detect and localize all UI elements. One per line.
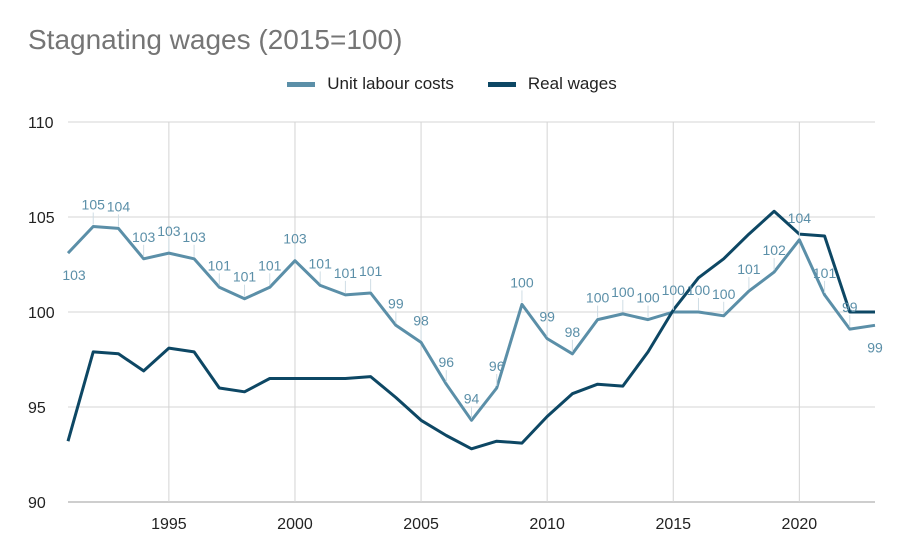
data-label: 99	[388, 295, 404, 311]
data-label: 103	[157, 223, 181, 239]
data-label: 103	[182, 229, 206, 245]
data-label: 96	[438, 354, 454, 370]
data-label: 100	[611, 284, 635, 300]
data-label: 101	[334, 265, 358, 281]
y-tick-label: 100	[28, 305, 55, 322]
legend-label-unit-labour-costs: Unit labour costs	[327, 74, 454, 93]
x-tick-label: 2005	[403, 516, 439, 533]
data-label: 101	[258, 257, 282, 273]
data-label: 102	[762, 242, 786, 258]
data-label: 99	[539, 309, 555, 325]
data-label: 96	[489, 358, 505, 374]
real-wages-line	[66, 209, 875, 451]
y-tick-label: 110	[28, 115, 54, 132]
legend-label-real-wages: Real wages	[527, 74, 617, 93]
data-label: 94	[464, 390, 480, 406]
data-label: 100	[712, 286, 736, 302]
data-label: 105	[82, 197, 106, 213]
y-tick-label: 90	[28, 495, 46, 512]
legend-swatch-unit-labour-costs	[287, 81, 316, 87]
data-label: 100	[510, 274, 534, 290]
legend-item-unit-labour-costs[interactable]: Unit labour costs	[287, 74, 454, 94]
data-label: 104	[107, 198, 131, 214]
y-tick-label: 105	[28, 210, 55, 227]
data-label: 101	[359, 263, 383, 279]
x-tick-label: 2015	[655, 516, 691, 533]
chart-title: Stagnating wages (2015=100)	[28, 24, 403, 55]
data-label: 100	[636, 290, 660, 306]
data-label: 99	[842, 299, 858, 315]
data-label: 100	[687, 282, 711, 298]
series-lines	[66, 209, 876, 451]
y-tick-label: 95	[28, 400, 46, 417]
data-label: 101	[813, 265, 837, 281]
data-label: 98	[413, 312, 429, 328]
legend: Unit labour costs Real wages	[0, 74, 904, 94]
data-label: 103	[132, 229, 156, 245]
data-label: 103	[62, 267, 86, 283]
data-label: 100	[586, 290, 610, 306]
data-label: 98	[565, 324, 581, 340]
legend-item-real-wages[interactable]: Real wages	[487, 74, 617, 94]
data-label: 103	[283, 231, 307, 247]
unit-labour-costs-line	[66, 225, 876, 422]
x-tick-label: 1995	[151, 516, 187, 533]
legend-swatch-real-wages	[487, 81, 516, 87]
data-label: 104	[788, 210, 812, 226]
data-label: 100	[662, 282, 686, 298]
data-label: 101	[208, 257, 232, 273]
data-label: 101	[233, 269, 257, 285]
x-tick-label: 2000	[277, 516, 313, 533]
data-label: 101	[737, 261, 761, 277]
gridlines	[68, 121, 875, 503]
data-label: 101	[309, 255, 333, 271]
x-tick-label: 2010	[529, 516, 565, 533]
axis-ticks: 90 95 100 105 110 1995 2000 2005 2010 2015 2020	[28, 115, 817, 533]
x-tick-label: 2020	[782, 516, 818, 533]
data-label: 99	[867, 339, 883, 355]
